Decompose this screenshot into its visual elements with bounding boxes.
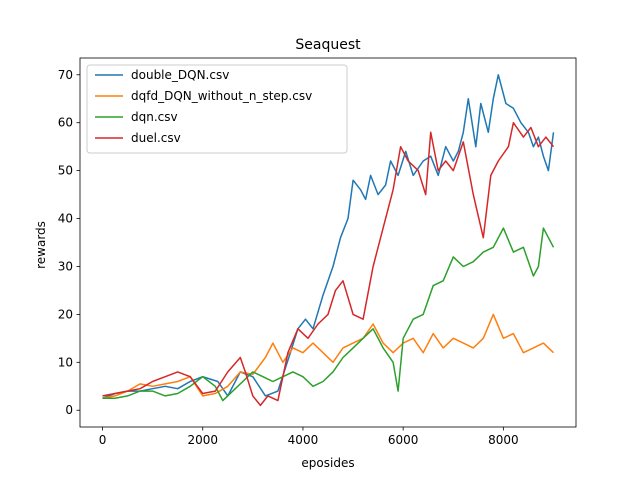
y-tick-label: 50 — [58, 164, 73, 178]
y-tick-label: 10 — [58, 355, 73, 369]
y-tick-label: 60 — [58, 116, 73, 130]
y-tick-label: 40 — [58, 212, 73, 226]
y-tick-label: 20 — [58, 307, 73, 321]
series-line-3 — [102, 121, 555, 407]
axes-layer: 0 2000 4000 6000 8000 0 10 20 30 40 50 60 70 — [58, 57, 577, 447]
x-tick-label: 0 — [99, 433, 107, 447]
x-tick-label: 4000 — [288, 433, 319, 447]
y-axis-label: rewards — [34, 221, 48, 269]
x-tick-label: 6000 — [388, 433, 419, 447]
legend-box — [86, 64, 348, 154]
series-line-0 — [102, 74, 555, 399]
y-tick-label: 70 — [58, 68, 73, 82]
axes-frame — [79, 57, 577, 428]
series-line-2 — [102, 227, 555, 402]
x-tick-label: 8000 — [488, 433, 519, 447]
legend-label-0: double_DQN.csv — [131, 68, 229, 82]
y-tick-label: 30 — [58, 259, 73, 273]
series-layer — [102, 74, 555, 407]
legend-label-2: dqn.csv — [131, 110, 178, 124]
y-tick-label: 0 — [65, 403, 73, 417]
legend: double_DQN.csv dqfd_DQN_without_n_step.cs… — [86, 64, 348, 154]
x-axis-label: eposides — [301, 456, 354, 470]
legend-label-3: duel.csv — [131, 131, 181, 145]
legend-label-1: dqfd_DQN_without_n_step.csv — [131, 89, 312, 103]
chart-title: Seaquest — [295, 37, 361, 53]
x-tick-label: 2000 — [187, 433, 218, 447]
